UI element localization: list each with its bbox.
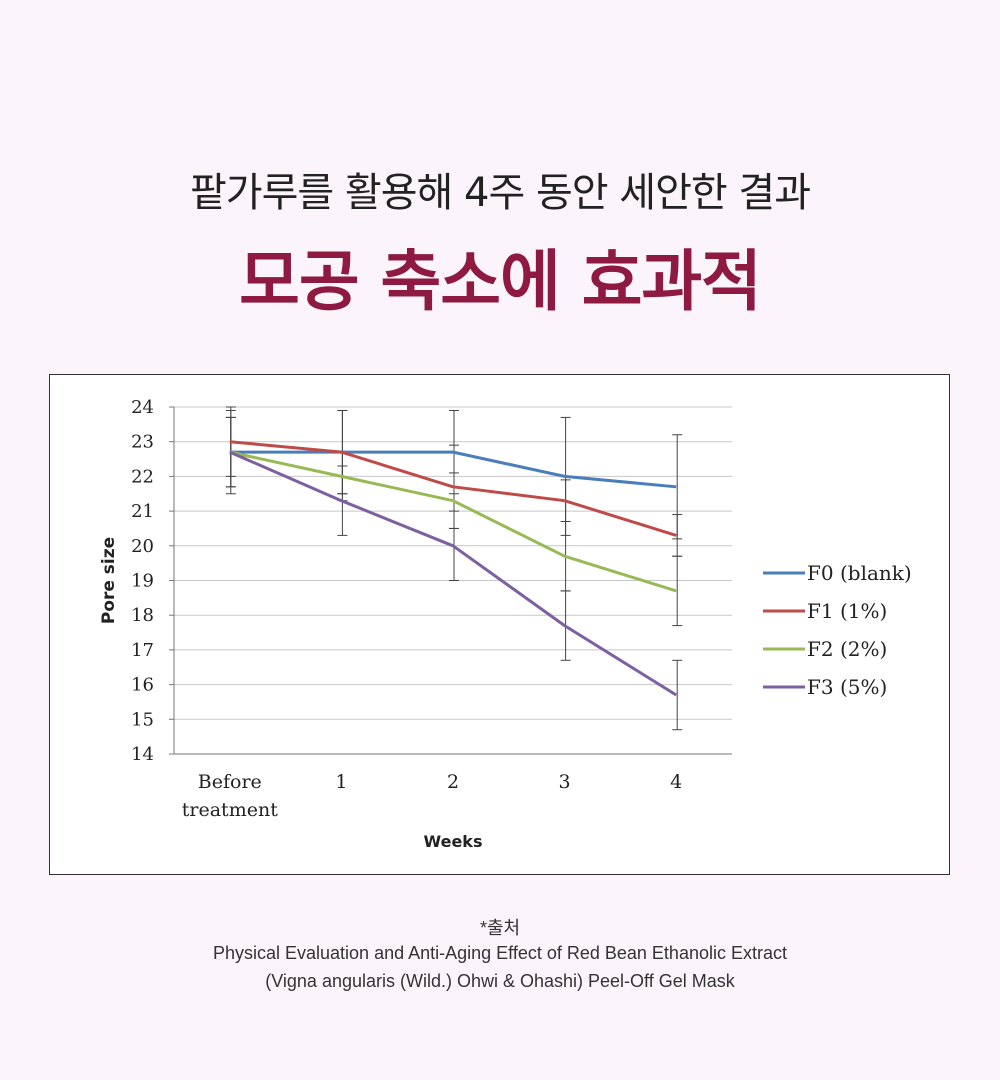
y-axis-label: Pore size (99, 537, 119, 624)
y-tick-label: 20 (131, 536, 154, 557)
y-tick-label: 19 (131, 571, 154, 592)
legend-label: F1 (1%) (807, 599, 887, 623)
y-tick-label: 23 (131, 432, 154, 453)
series-line (229, 450, 677, 593)
y-tick-label: 14 (131, 744, 154, 765)
legend-label: F0 (blank) (807, 561, 912, 585)
x-tick-label: 4 (670, 771, 682, 793)
legend-label: F3 (5%) (807, 675, 887, 699)
y-tick-label: 16 (131, 675, 154, 696)
y-tick-label: 24 (131, 397, 154, 418)
x-tick-label: Before treatment (182, 771, 278, 821)
source-citation-line2: (Vigna angularis (Wild.) Ohwi & Ohashi) … (265, 971, 735, 991)
series-line (229, 440, 677, 537)
y-tick-label: 22 (131, 466, 154, 487)
x-tick-label: 1 (335, 771, 347, 793)
x-tick-label: 2 (447, 771, 459, 793)
series-line (229, 450, 677, 489)
page-subtitle: 팥가루를 활용해 4주 동안 세안한 결과 (189, 170, 811, 216)
x-axis-label: Weeks (424, 832, 483, 851)
y-tick-label: 17 (131, 640, 154, 661)
y-tick-label: 21 (131, 501, 154, 522)
x-tick-label: 3 (559, 771, 571, 793)
legend-label: F2 (2%) (807, 637, 887, 661)
y-tick-label: 15 (131, 709, 154, 730)
series-line (229, 450, 677, 697)
chart-container: 14 15 16 17 18 19 20 21 22 23 24 Before treatment 1 2 3… (49, 374, 950, 875)
page-title: 모공 축소에 효과적 (239, 243, 762, 320)
source-citation-line1: Physical Evaluation and Anti-Aging Effec… (212, 943, 787, 963)
source-label: *출처 (479, 918, 521, 938)
y-tick-label: 18 (131, 605, 154, 626)
